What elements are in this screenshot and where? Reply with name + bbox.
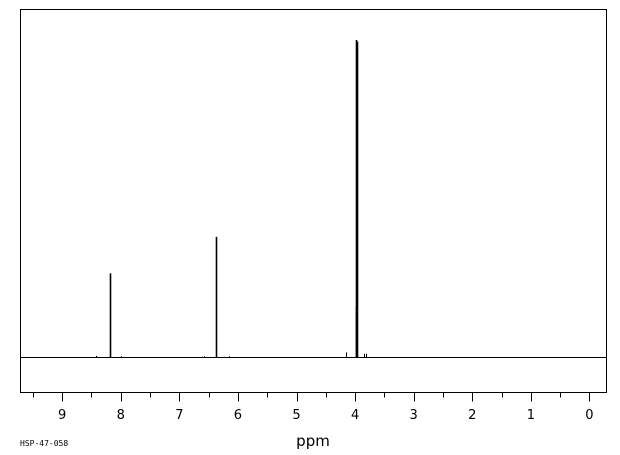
tick-label-7: 7 <box>175 408 183 423</box>
spectrum-code-label: HSP-47-058 <box>20 439 68 448</box>
x-axis-tick-labels: 9 8 7 6 5 4 3 2 1 0 <box>58 408 594 423</box>
tick-label-9: 9 <box>58 408 66 423</box>
tick-label-5: 5 <box>292 408 300 423</box>
plot-frame <box>20 9 607 393</box>
tick-label-0: 0 <box>585 408 593 423</box>
tick-label-1: 1 <box>527 408 535 423</box>
spectrum-peaks <box>96 40 367 358</box>
tick-label-4: 4 <box>351 408 359 423</box>
tick-label-2: 2 <box>468 408 476 423</box>
tick-label-8: 8 <box>117 408 125 423</box>
x-axis-ticks <box>33 392 590 402</box>
tick-label-6: 6 <box>234 408 242 423</box>
tick-label-3: 3 <box>410 408 418 423</box>
x-axis-title: ppm <box>296 432 330 450</box>
